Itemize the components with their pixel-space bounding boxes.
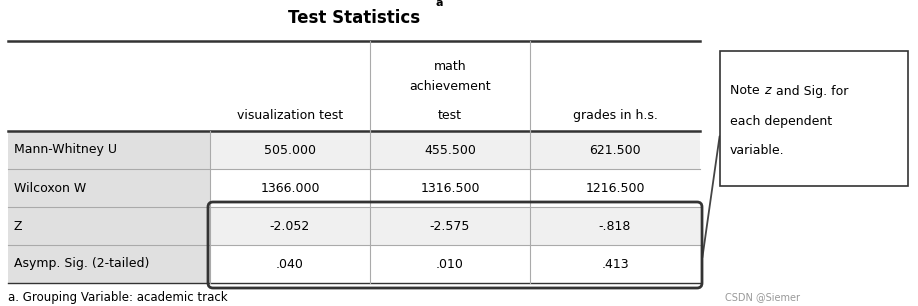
Text: 1366.000: 1366.000 (260, 181, 319, 195)
Bar (8, 207, 700, 245)
Text: a. Grouping Variable: academic track: a. Grouping Variable: academic track (8, 290, 228, 304)
Text: .040: .040 (276, 258, 304, 271)
Bar (8, 245, 700, 283)
Text: 1216.500: 1216.500 (586, 181, 644, 195)
Bar (8, 207, 210, 245)
Text: a: a (436, 0, 443, 8)
Bar (8, 169, 700, 207)
Text: -2.052: -2.052 (270, 219, 310, 233)
Text: -2.575: -2.575 (430, 219, 470, 233)
Text: math: math (433, 60, 466, 73)
Text: Z: Z (14, 219, 23, 233)
Text: 1316.500: 1316.500 (420, 181, 480, 195)
Text: Mann-Whitney U: Mann-Whitney U (14, 144, 117, 156)
Text: -.818: -.818 (599, 219, 632, 233)
FancyBboxPatch shape (720, 51, 908, 186)
Bar (8, 131, 210, 169)
Text: .010: .010 (436, 258, 464, 271)
Text: each dependent: each dependent (730, 114, 832, 128)
Text: and Sig. for: and Sig. for (772, 84, 848, 98)
Text: Wilcoxon W: Wilcoxon W (14, 181, 86, 195)
Bar (8, 245, 210, 283)
Bar (8, 41, 700, 131)
Text: 505.000: 505.000 (264, 144, 316, 156)
Text: Note: Note (730, 84, 764, 98)
Text: grades in h.s.: grades in h.s. (573, 109, 657, 122)
Text: Test Statistics: Test Statistics (288, 9, 420, 27)
Text: test: test (438, 109, 462, 122)
Bar (8, 131, 700, 169)
Text: z: z (764, 84, 770, 98)
Text: 455.500: 455.500 (424, 144, 476, 156)
Text: achievement: achievement (409, 80, 491, 92)
Text: visualization test: visualization test (237, 109, 343, 122)
Bar (8, 169, 210, 207)
Text: .413: .413 (601, 258, 629, 271)
Text: 621.500: 621.500 (589, 144, 641, 156)
Text: variable.: variable. (730, 144, 785, 158)
Text: Asymp. Sig. (2-tailed): Asymp. Sig. (2-tailed) (14, 258, 150, 271)
Text: CSDN @Siemer: CSDN @Siemer (725, 292, 800, 302)
